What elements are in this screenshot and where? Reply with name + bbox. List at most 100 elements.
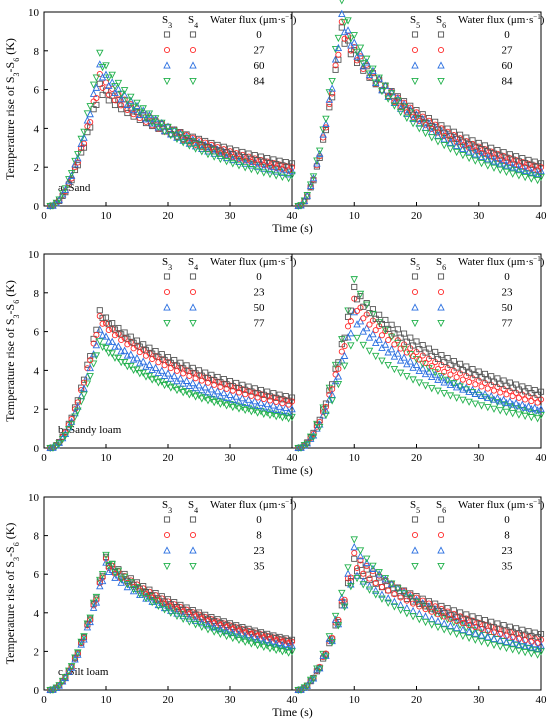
data-point-right-s5: [313, 159, 321, 167]
legend-marker-filled: [411, 516, 419, 523]
data-point-right-s6: [496, 636, 504, 644]
data-point-right-s6: [384, 599, 392, 607]
data-point-left-s3: [96, 580, 103, 587]
data-point-left-s4: [142, 373, 150, 381]
data-point-right-s6: [365, 333, 374, 341]
data-point-right-s5: [488, 373, 495, 380]
data-point-right-s6: [515, 172, 523, 180]
x-tick-label: 40: [536, 452, 548, 464]
data-point-right-s5: [382, 576, 389, 583]
data-point-left-s4: [266, 397, 274, 404]
data-point-left-s4: [284, 175, 293, 183]
data-point-right-s6: [466, 141, 473, 148]
data-point-left-s4: [87, 353, 94, 360]
data-point-right-s6: [347, 307, 354, 314]
data-point-left-s3: [251, 397, 259, 405]
data-point-right-s6: [459, 632, 467, 641]
data-point-right-s5: [387, 345, 396, 353]
data-point-left-s4: [260, 395, 267, 403]
data-point-left-s4: [179, 379, 187, 387]
data-point-right-s6: [509, 160, 516, 167]
data-point-right-s5: [419, 113, 426, 120]
data-point-left-s4: [210, 398, 218, 407]
data-point-right-s6: [390, 352, 399, 360]
data-point-right-s6: [328, 638, 336, 647]
data-point-left-s4: [235, 157, 243, 165]
data-point-right-s6: [297, 686, 305, 694]
data-point-left-s4: [266, 165, 274, 174]
data-point-left-s4: [278, 407, 287, 415]
legend-marker-filled: [411, 288, 419, 296]
data-point-right-s6: [297, 444, 305, 452]
data-point-left-s4: [211, 145, 218, 152]
data-point-left-s4: [278, 173, 287, 182]
data-point-left-s4: [248, 631, 255, 638]
data-point-left-s3: [288, 166, 296, 175]
legend-flux-value: 23: [254, 287, 266, 299]
data-point-right-s5: [369, 310, 377, 319]
data-point-left-s4: [278, 414, 287, 422]
data-point-left-s4: [148, 119, 156, 127]
data-point-right-s6: [490, 157, 498, 165]
data-point-left-s4: [210, 628, 218, 636]
data-point-left-s3: [108, 78, 116, 86]
data-point-left-s4: [142, 362, 150, 370]
data-point-right-s6: [508, 163, 517, 171]
data-point-right-s6: [528, 397, 535, 405]
data-point-right-s5: [351, 47, 358, 54]
data-point-left-s4: [74, 162, 81, 169]
legend-sensor-a: S3: [162, 14, 172, 30]
data-point-right-s6: [347, 47, 354, 54]
data-point-left-s4: [241, 164, 249, 172]
data-point-right-s6: [484, 393, 492, 401]
legend-marker-open: [437, 77, 445, 86]
data-point-left-s4: [198, 142, 205, 149]
data-point-right-s6: [477, 152, 486, 160]
data-point-left-s3: [244, 395, 253, 403]
data-point-right-s6: [410, 342, 417, 349]
legend-sensor-b: S6: [436, 499, 446, 515]
data-point-right-s6: [409, 114, 417, 122]
data-point-right-s6: [515, 162, 522, 169]
data-point-left-s3: [288, 394, 296, 401]
data-point-right-s5: [494, 620, 501, 627]
data-point-left-s3: [77, 398, 85, 406]
data-point-right-s5: [362, 301, 371, 309]
data-point-left-s3: [282, 403, 290, 412]
legend-flux-value: 77: [502, 318, 514, 330]
data-point-right-s6: [309, 675, 318, 683]
data-point-right-s6: [490, 150, 498, 157]
data-point-right-s6: [527, 175, 536, 183]
data-point-left-s4: [279, 396, 286, 403]
data-point-left-s4: [185, 381, 194, 390]
data-point-right-s6: [403, 597, 410, 604]
data-point-left-s4: [185, 391, 194, 399]
data-point-left-s4: [111, 332, 119, 339]
data-point-right-s6: [422, 349, 429, 356]
data-point-right-s5: [319, 130, 327, 138]
data-point-right-s6: [452, 630, 461, 638]
data-point-right-s6: [521, 403, 529, 411]
data-point-right-s6: [365, 70, 374, 78]
data-point-right-s5: [450, 607, 457, 614]
data-point-right-s6: [465, 634, 473, 642]
data-point-right-s6: [521, 166, 529, 175]
data-point-right-s6: [446, 392, 455, 400]
data-point-right-s6: [415, 119, 424, 127]
data-point-right-s5: [338, 24, 345, 31]
data-point-left-s4: [55, 440, 63, 448]
data-point-right-s5: [437, 373, 446, 381]
data-point-left-s4: [105, 81, 113, 89]
data-point-left-s4: [204, 146, 212, 153]
data-point-left-s4: [67, 170, 76, 178]
data-point-left-s4: [167, 130, 175, 138]
data-point-left-s4: [253, 401, 262, 409]
data-point-left-s3: [213, 387, 222, 395]
data-point-right-s5: [356, 547, 365, 555]
data-point-right-s5: [537, 396, 545, 403]
data-point-left-s4: [241, 406, 249, 415]
data-point-right-s5: [457, 131, 464, 138]
data-point-right-s6: [415, 379, 424, 387]
data-point-right-s6: [341, 40, 348, 47]
